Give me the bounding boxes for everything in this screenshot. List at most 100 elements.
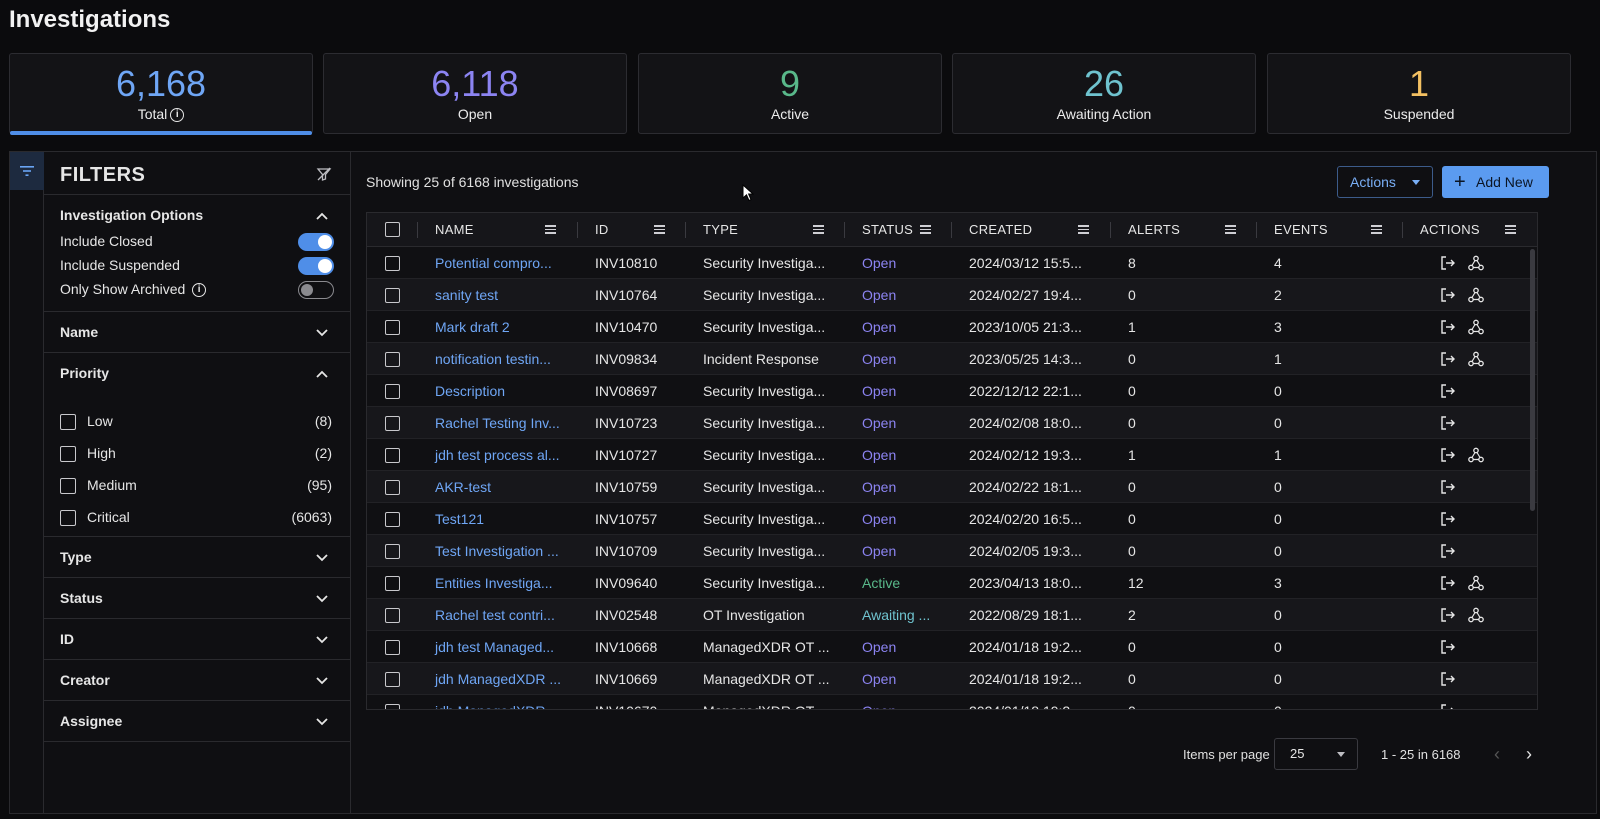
cell-name[interactable]: Potential compro...	[435, 255, 552, 271]
stat-card-total[interactable]: 6,168 Total i	[9, 53, 313, 135]
table-row[interactable]: Rachel Testing Inv... INV10723 Security In…	[367, 407, 1537, 439]
table-row[interactable]: Description INV08697 Security Investiga...…	[367, 375, 1537, 407]
row-checkbox[interactable]	[385, 352, 400, 367]
row-checkbox[interactable]	[385, 512, 400, 527]
table-row[interactable]: Test121 INV10757 Security Investiga... Open…	[367, 503, 1537, 535]
table-row[interactable]: jdh test Managed... INV10668 ManagedXDR OT…	[367, 631, 1537, 663]
graph-view-icon[interactable]	[1468, 607, 1484, 623]
info-icon[interactable]: i	[170, 108, 185, 123]
table-row[interactable]: Potential compro... INV10810 Security Inve…	[367, 247, 1537, 279]
add-new-button[interactable]: + Add New	[1442, 166, 1549, 198]
checkbox[interactable]	[60, 446, 76, 463]
row-checkbox[interactable]	[385, 384, 400, 399]
items-per-page-select[interactable]: 25	[1274, 738, 1358, 770]
column-menu-icon[interactable]	[1371, 225, 1382, 234]
cell-name[interactable]: jdh test process al...	[435, 447, 560, 463]
open-investigation-icon[interactable]	[1440, 351, 1456, 367]
table-row[interactable]: jdh test process al... INV10727 Security I…	[367, 439, 1537, 471]
checkbox[interactable]	[60, 510, 76, 527]
table-row[interactable]: AKR-test INV10759 Security Investiga... Ope…	[367, 471, 1537, 503]
graph-view-icon[interactable]	[1468, 255, 1484, 271]
column-header-actions[interactable]: ACTIONS	[1420, 222, 1480, 237]
clear-filters-icon[interactable]	[316, 166, 332, 182]
table-row[interactable]: Entities Investiga... INV09640 Security In…	[367, 567, 1537, 599]
row-checkbox[interactable]	[385, 704, 400, 709]
table-row[interactable]: Rachel test contri... INV02548 OT Investig…	[367, 599, 1537, 631]
graph-view-icon[interactable]	[1468, 447, 1484, 463]
table-row[interactable]: Test Investigation ... INV10709 Security I…	[367, 535, 1537, 567]
table-row[interactable]: jdh ManagedXDR ... INV10669 ManagedXDR OT …	[367, 663, 1537, 695]
cell-name[interactable]: Rachel test contri...	[435, 607, 555, 623]
section-id[interactable]: ID	[44, 619, 350, 660]
open-investigation-icon[interactable]	[1440, 543, 1456, 559]
column-header-created[interactable]: CREATED	[969, 222, 1033, 237]
priority-header[interactable]: Priority	[44, 353, 350, 393]
cell-name[interactable]: Test Investigation ...	[435, 543, 559, 559]
open-investigation-icon[interactable]	[1440, 255, 1456, 271]
investigation-options-header[interactable]: Investigation Options	[44, 195, 350, 235]
section-creator[interactable]: Creator	[44, 660, 350, 701]
row-checkbox[interactable]	[385, 320, 400, 335]
open-investigation-icon[interactable]	[1440, 479, 1456, 495]
cell-name[interactable]: sanity test	[435, 287, 499, 303]
cell-name[interactable]: AKR-test	[435, 479, 492, 495]
filter-toggle-icon[interactable]	[10, 152, 44, 190]
column-menu-icon[interactable]	[1225, 225, 1236, 234]
open-investigation-icon[interactable]	[1440, 639, 1456, 655]
section-type[interactable]: Type	[44, 537, 350, 578]
row-checkbox[interactable]	[385, 256, 400, 271]
info-icon[interactable]: i	[192, 283, 207, 298]
graph-view-icon[interactable]	[1468, 319, 1484, 335]
column-header-events[interactable]: EVENTS	[1274, 222, 1328, 237]
cell-name[interactable]: notification testin...	[435, 351, 551, 367]
section-name[interactable]: Name	[44, 312, 350, 353]
column-menu-icon[interactable]	[654, 225, 665, 234]
row-checkbox[interactable]	[385, 480, 400, 495]
actions-button[interactable]: Actions	[1337, 166, 1433, 198]
include-suspended-toggle[interactable]	[298, 257, 334, 275]
cell-name[interactable]: jdh test Managed...	[435, 639, 555, 655]
stat-card-active[interactable]: 9 Active	[638, 53, 942, 134]
only-show-archived-toggle[interactable]	[298, 281, 334, 299]
row-checkbox[interactable]	[385, 416, 400, 431]
priority-option-low[interactable]: Low (8)	[44, 405, 350, 437]
checkbox[interactable]	[60, 414, 76, 431]
open-investigation-icon[interactable]	[1440, 703, 1456, 709]
checkbox[interactable]	[60, 478, 76, 495]
stat-card-awaiting-action[interactable]: 26 Awaiting Action	[952, 53, 1256, 134]
open-investigation-icon[interactable]	[1440, 287, 1456, 303]
column-menu-icon[interactable]	[1505, 225, 1516, 234]
select-all-checkbox[interactable]	[385, 222, 400, 237]
column-menu-icon[interactable]	[545, 225, 556, 234]
cell-name[interactable]: Rachel Testing Inv...	[435, 415, 560, 431]
stat-card-suspended[interactable]: 1 Suspended	[1267, 53, 1571, 134]
cell-name[interactable]: jdh ManagedXDR ...	[435, 671, 562, 687]
row-checkbox[interactable]	[385, 544, 400, 559]
graph-view-icon[interactable]	[1468, 575, 1484, 591]
column-header-name[interactable]: NAME	[435, 222, 474, 237]
table-scrollbar[interactable]	[1530, 249, 1535, 511]
graph-view-icon[interactable]	[1468, 287, 1484, 303]
column-menu-icon[interactable]	[813, 225, 824, 234]
stat-card-open[interactable]: 6,118 Open	[323, 53, 627, 134]
column-header-status[interactable]: STATUS	[862, 222, 914, 237]
priority-option-high[interactable]: High (2)	[44, 437, 350, 469]
column-header-type[interactable]: TYPE	[703, 222, 739, 237]
graph-view-icon[interactable]	[1468, 351, 1484, 367]
priority-option-medium[interactable]: Medium (95)	[44, 469, 350, 501]
table-row[interactable]: sanity test INV10764 Security Investiga...…	[367, 279, 1537, 311]
column-menu-icon[interactable]	[1078, 225, 1089, 234]
row-checkbox[interactable]	[385, 640, 400, 655]
table-row[interactable]: Mark draft 2 INV10470 Security Investiga..…	[367, 311, 1537, 343]
open-investigation-icon[interactable]	[1440, 607, 1456, 623]
open-investigation-icon[interactable]	[1440, 415, 1456, 431]
row-checkbox[interactable]	[385, 672, 400, 687]
include-closed-toggle[interactable]	[298, 233, 334, 251]
open-investigation-icon[interactable]	[1440, 575, 1456, 591]
table-row[interactable]: jdh ManagedXDR ... INV10670 ManagedXDR OT …	[367, 695, 1537, 709]
cell-name[interactable]: Entities Investiga...	[435, 575, 553, 591]
section-status[interactable]: Status	[44, 578, 350, 619]
row-checkbox[interactable]	[385, 576, 400, 591]
cell-name[interactable]: Description	[435, 383, 506, 399]
open-investigation-icon[interactable]	[1440, 447, 1456, 463]
